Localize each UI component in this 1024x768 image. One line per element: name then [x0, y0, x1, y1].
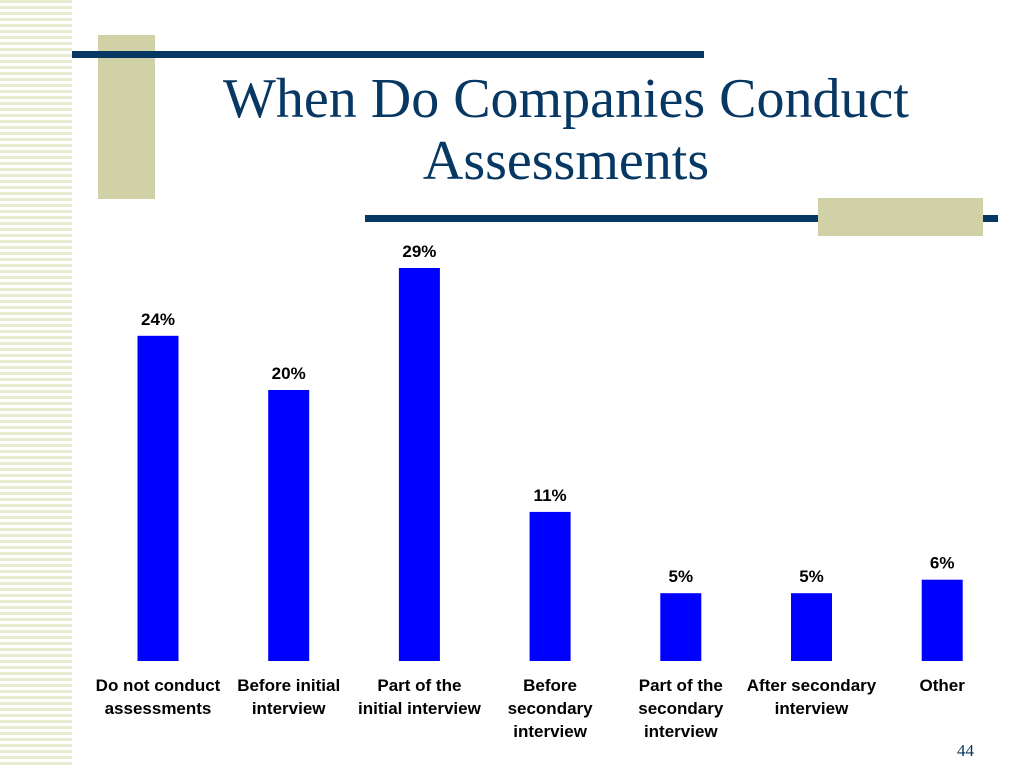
bar-2 [268, 390, 310, 661]
bar-6 [791, 593, 832, 661]
bar-1 [137, 335, 179, 661]
data-label-2: 20% [272, 364, 306, 383]
data-label-7: 6% [930, 554, 955, 573]
bar-4 [529, 511, 571, 661]
category-label-4: Before secondary interview [507, 676, 593, 741]
title-accent-block-right [818, 198, 983, 236]
title-rule-top [72, 51, 704, 58]
category-label-2: Before initial interview [237, 676, 341, 718]
category-label-5: Part of the secondary interview [638, 676, 724, 741]
title-rule-bottom [365, 215, 998, 222]
data-label-5: 5% [669, 567, 694, 586]
bar-7 [921, 579, 963, 661]
data-label-3: 29% [402, 242, 436, 261]
category-label-1: Do not conduct assessments [95, 676, 221, 718]
bar-3 [398, 268, 440, 661]
bar-5 [660, 593, 702, 661]
category-label-7: Other [919, 676, 965, 695]
title-accent-block [98, 35, 155, 199]
slide-title: When Do Companies Conduct Assessments [223, 68, 909, 192]
category-label-3: Part of the initial interview [357, 676, 481, 718]
left-stripe-decoration [0, 0, 72, 768]
data-label-6: 5% [799, 567, 824, 586]
data-label-1: 24% [141, 310, 175, 329]
data-label-4: 11% [534, 486, 567, 505]
category-label-6: After secondary interview [746, 676, 877, 718]
page-number: 44 [957, 741, 974, 760]
